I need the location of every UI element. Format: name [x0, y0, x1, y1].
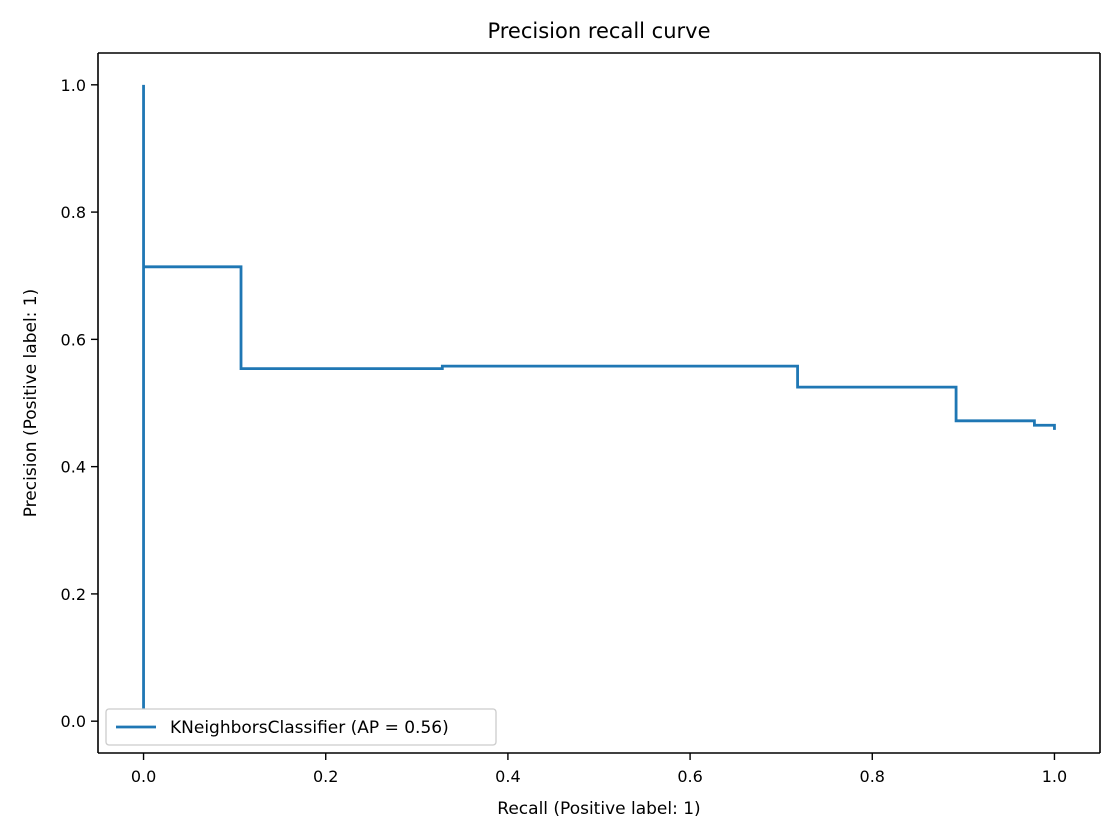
x-tick-label: 0.4	[495, 767, 520, 786]
legend-series-label: KNeighborsClassifier (AP = 0.56)	[170, 718, 449, 738]
x-tick-label: 0.6	[677, 767, 702, 786]
chart-title: Precision recall curve	[487, 19, 710, 43]
x-tick-label: 0.0	[131, 767, 156, 786]
x-axis-label: Recall (Positive label: 1)	[497, 799, 700, 819]
axes-frame	[97, 52, 1101, 754]
y-axis-ticks: 0.0 0.2 0.4 0.6 0.8 1.0	[61, 76, 98, 731]
y-tick-label: 1.0	[61, 76, 86, 95]
y-tick-label: 0.8	[61, 203, 86, 222]
y-tick-label: 0.4	[61, 458, 86, 477]
y-tick-label: 0.2	[61, 585, 86, 604]
x-tick-label: 0.2	[313, 767, 338, 786]
y-tick-label: 0.0	[61, 712, 86, 731]
y-axis-label: Precision (Positive label: 1)	[21, 289, 41, 518]
x-tick-label: 0.8	[860, 767, 885, 786]
legend: KNeighborsClassifier (AP = 0.56)	[105, 708, 497, 746]
x-tick-label: 1.0	[1042, 767, 1067, 786]
plot-area-background	[98, 53, 1100, 753]
x-axis-ticks: 0.0 0.2 0.4 0.6 0.8 1.0	[131, 753, 1067, 786]
legend-box	[105, 708, 497, 746]
y-tick-label: 0.6	[61, 330, 86, 349]
precision-recall-line	[142, 84, 1056, 723]
